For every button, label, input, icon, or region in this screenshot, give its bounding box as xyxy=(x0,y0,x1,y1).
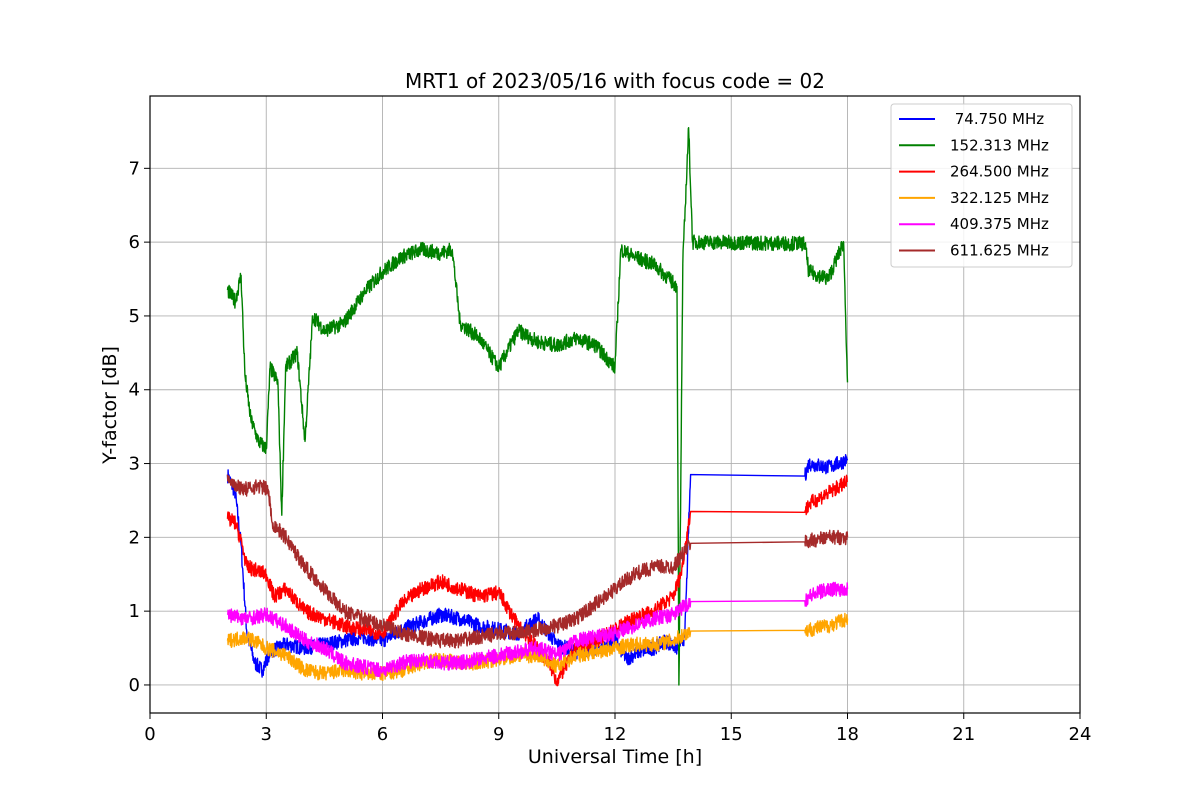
series-line-3 xyxy=(226,612,849,681)
legend-box xyxy=(890,103,1073,268)
y-tick-label: 6 xyxy=(129,232,140,253)
x-axis-ticks: 0 3 6 9 12 15 18 21 24 xyxy=(144,713,1091,745)
legend: 74.750 MHz 152.313 MHz 264.500 MHz 322.125 … xyxy=(890,103,1073,268)
y-axis-label: Y-factor [dB] xyxy=(99,346,121,465)
y-axis-ticks: 0 1 2 3 4 5 6 7 xyxy=(129,158,150,696)
x-axis-label: Universal Time [h] xyxy=(528,746,702,768)
y-tick-label: 1 xyxy=(129,601,140,622)
y-tick-label: 0 xyxy=(129,675,140,696)
legend-label-4: 409.375 MHz xyxy=(950,215,1049,233)
legend-label-5: 611.625 MHz xyxy=(950,242,1049,260)
x-tick-label: 6 xyxy=(377,724,388,745)
series-line-5 xyxy=(226,474,849,649)
y-tick-label: 2 xyxy=(129,527,140,548)
legend-label-2: 264.500 MHz xyxy=(950,163,1049,181)
x-tick-label: 15 xyxy=(720,724,743,745)
series-layer xyxy=(226,127,849,687)
x-tick-label: 3 xyxy=(261,724,272,745)
legend-label-3: 322.125 MHz xyxy=(950,189,1049,207)
legend-label-0: 74.750 MHz xyxy=(950,110,1044,128)
chart-title: MRT1 of 2023/05/16 with focus code = 02 xyxy=(405,69,825,93)
series-line-1 xyxy=(226,127,849,686)
series-line-4 xyxy=(226,581,849,678)
y-tick-label: 5 xyxy=(129,306,140,327)
legend-label-1: 152.313 MHz xyxy=(950,136,1049,154)
x-tick-label: 24 xyxy=(1069,724,1092,745)
x-tick-label: 12 xyxy=(604,724,627,745)
series-line-2 xyxy=(226,474,849,687)
y-tick-label: 7 xyxy=(129,158,140,179)
x-tick-label: 21 xyxy=(952,724,975,745)
x-tick-label: 18 xyxy=(836,724,859,745)
x-tick-label: 9 xyxy=(493,724,504,745)
y-tick-label: 4 xyxy=(129,380,140,401)
x-tick-label: 0 xyxy=(144,724,155,745)
y-tick-label: 3 xyxy=(129,454,140,475)
